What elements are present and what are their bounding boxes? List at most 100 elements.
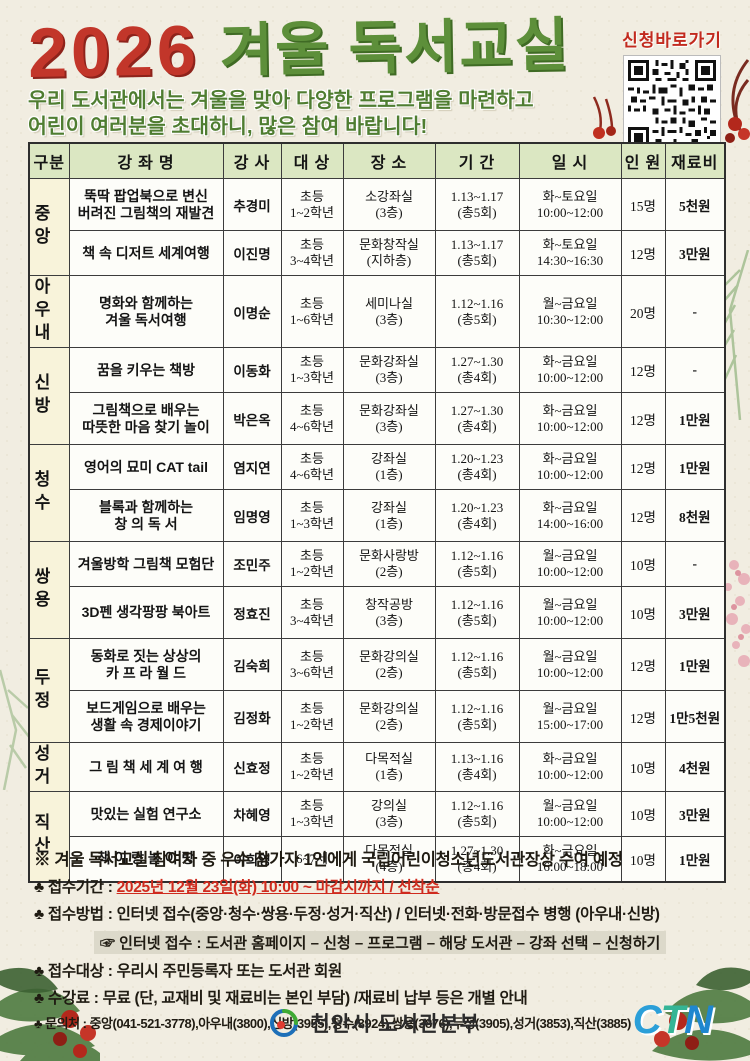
instructor: 박은옥: [222, 392, 282, 445]
target: 초등 4~6학년: [280, 444, 344, 490]
capacity: 10명: [620, 586, 666, 639]
internet-apply-detail: ☞ 인터넷 접수 : 도서관 홈페이지 – 신청 – 프로그램 – 해당 도서관…: [94, 931, 667, 954]
table-header-row: 구분 강 좌 명 강 사 대 상 장 소 기 간 일 시 인 원 재료비: [28, 142, 726, 179]
group-cell-cheongsu: 청수: [28, 444, 70, 542]
col-header-instructor: 강 사: [222, 142, 282, 179]
target: 초등 1~2학년: [280, 541, 344, 587]
fee: 3만원: [664, 791, 726, 837]
place: 소강좌실 (3층): [342, 178, 436, 231]
poster-header: 2026 겨울 독서교실 우리 도서관에서는 겨울을 맞아 다양한 프로그램을 …: [27, 11, 603, 140]
target: 초등 1~2학년: [280, 742, 344, 792]
schedule: 화~금요일 14:00~16:00: [518, 489, 622, 542]
ctn-logo: CTN: [632, 998, 713, 1043]
period: 1.12~1.16 (총5회): [434, 275, 520, 348]
target: 6~7세: [280, 836, 344, 882]
fee: -: [664, 347, 726, 393]
period: 1.13~1.16 (총4회): [434, 742, 520, 792]
period: 1.12~1.16 (총5회): [434, 690, 520, 743]
instructor: 김숙희: [222, 638, 282, 691]
group-cell-jungang: 중앙: [28, 178, 70, 276]
target: 초등 1~2학년: [280, 178, 344, 231]
capacity: 10명: [620, 791, 666, 837]
table-row: 신방 꿈을 키우는 책방 이동화 초등 1~3학년 문화강좌실 (3층) 1.27~…: [28, 347, 726, 445]
place: 문화강의실 (2층): [342, 690, 436, 743]
capacity: 12명: [620, 489, 666, 542]
instructor: 조민주: [222, 541, 282, 587]
schedule: 화~토요일 10:00~12:00: [518, 178, 622, 231]
table-row: 그림책으로 배우는 따뜻한 마음 찾기 놀이 박은옥 초등 4~6학년 문화강좌실(…: [29, 392, 726, 445]
notes-section: ※ 겨울 독서교실 참여자 중 우수 참가자 1인에게 국립어린이청소년도서관장…: [34, 846, 734, 1037]
ctn-letter-n: N: [684, 998, 713, 1042]
fee: 1만원: [664, 392, 726, 445]
tuition-note: ♣ 수강료 : 무료 (단, 교재비 및 재료비는 본인 부담) /재료비 납부…: [34, 990, 528, 1007]
contact-note: ♣ 문의처 : 중앙(041-521-3778),아우내(3800),신방(39…: [34, 1016, 631, 1031]
group-cell-seonggeo: 성거: [28, 742, 70, 792]
instructor: 김정화: [222, 690, 282, 743]
course-name: 그 림 책 세 계 여 행: [68, 742, 224, 792]
table-row: 책 이 랑 놀 이 랑 이희영 6~7세 다목적실 (4층) 1.27~1.30(…: [29, 836, 726, 882]
fee: -: [664, 541, 726, 587]
ctn-letter-c: C: [632, 998, 662, 1042]
schedule: 월~금요일 10:00~12:00: [518, 638, 622, 691]
place: 다목적실 (1층): [342, 742, 436, 792]
fee: 4천원: [664, 742, 726, 792]
cheonan-city-logo-icon: [270, 1009, 299, 1037]
table-row: 쌍용 겨울방학 그림책 모험단 조민주 초등 1~2학년 문화사랑방 (2층) 1.…: [28, 541, 726, 639]
place: 강의실 (3층): [342, 791, 436, 837]
col-header-course: 강 좌 명: [68, 142, 224, 179]
capacity: 10명: [620, 836, 666, 882]
period: 1.27~1.30 (총4회): [434, 836, 520, 882]
schedule: 화~금요일 16:00~18:00: [518, 836, 622, 882]
place: 문화사랑방 (2층): [342, 541, 436, 587]
course-name: 블록과 함께하는 창 의 독 서: [68, 489, 224, 542]
instructor: 이진명: [222, 230, 282, 276]
table-row: 보드게임으로 배우는 생활 속 경제이야기 김정화 초등 1~2학년 문화강의실 (2…: [29, 690, 726, 743]
instructor: 차혜영: [222, 791, 282, 837]
course-name: 영어의 묘미 CAT tail: [68, 444, 224, 490]
place: 문화창작실 (지하층): [342, 230, 436, 276]
place: 다목적실 (4층): [342, 836, 436, 882]
schedule: 화~금요일 10:00~12:00: [518, 742, 622, 792]
col-header-target: 대 상: [280, 142, 344, 179]
period: 1.13~1.17 (총5회): [434, 230, 520, 276]
target: 초등 1~3학년: [280, 489, 344, 542]
table-row: 두정 동화로 짓는 상상의 카 프 라 월 드 김숙희 초등 3~6학년 문화강의실…: [28, 638, 726, 743]
table-row: 직산 맛있는 실험 연구소 차혜영 초등 1~3학년 강의실 (3층) 1.12~1…: [28, 791, 726, 882]
target: 초등 3~6학년: [280, 638, 344, 691]
target: 초등 4~6학년: [280, 392, 344, 445]
apply-period-note: ♣ 접수기간 : 2025년 12월 23일(화) 10:00 ~ 마감시까지 …: [34, 875, 734, 897]
place: 강좌실 (1층): [342, 489, 436, 542]
period: 1.20~1.23 (총4회): [434, 489, 520, 542]
instructor: 추경미: [222, 178, 282, 231]
schedule: 월~금요일 10:00~12:00: [518, 541, 622, 587]
capacity: 12명: [620, 347, 666, 393]
instructor: 임명영: [222, 489, 282, 542]
place: 문화강의실 (2층): [342, 638, 436, 691]
capacity: 12명: [620, 392, 666, 445]
course-name: 책 속 디저트 세계여행: [68, 230, 224, 276]
qr-label: 신청바로가기: [622, 31, 722, 50]
period: 1.12~1.16 (총5회): [434, 791, 520, 837]
capacity: 10명: [620, 742, 666, 792]
period: 1.13~1.17 (총5회): [434, 178, 520, 231]
capacity: 12명: [620, 690, 666, 743]
poster-title: 2026 겨울 독서교실: [27, 11, 603, 93]
col-header-gubun: 구분: [28, 142, 70, 179]
capacity: 20명: [620, 275, 666, 348]
fee: 8천원: [664, 489, 726, 542]
col-header-period: 기 간: [434, 142, 520, 179]
table-row: 청수 영어의 묘미 CAT tail 염지연 초등 4~6학년 강좌실 (1층) 1…: [28, 444, 726, 542]
award-note: ※ 겨울 독서교실 참여자 중 우수 참가자 1인에게 국립어린이청소년도서관장…: [34, 851, 623, 869]
title-year: 2026: [27, 11, 201, 93]
schedule: 화~토요일 14:30~16:30: [518, 230, 622, 276]
course-name: 동화로 짓는 상상의 카 프 라 월 드: [68, 638, 224, 691]
poster-subtitle: 우리 도서관에서는 겨울을 맞아 다양한 프로그램을 마련하고 어린이 여러분을…: [28, 88, 603, 140]
course-name: 뚝딱 팝업북으로 변신 버려진 그림책의 재발견: [68, 178, 224, 231]
place: 세미나실 (3층): [342, 275, 436, 348]
place: 강좌실 (1층): [342, 444, 436, 490]
instructor: 이희영: [222, 836, 282, 882]
course-name: 보드게임으로 배우는 생활 속 경제이야기: [68, 690, 224, 743]
schedule: 월~금요일 10:00~12:00: [518, 791, 622, 837]
course-name: 꿈을 키우는 책방: [68, 347, 224, 393]
group-cell-jiksan: 직산: [28, 791, 70, 882]
